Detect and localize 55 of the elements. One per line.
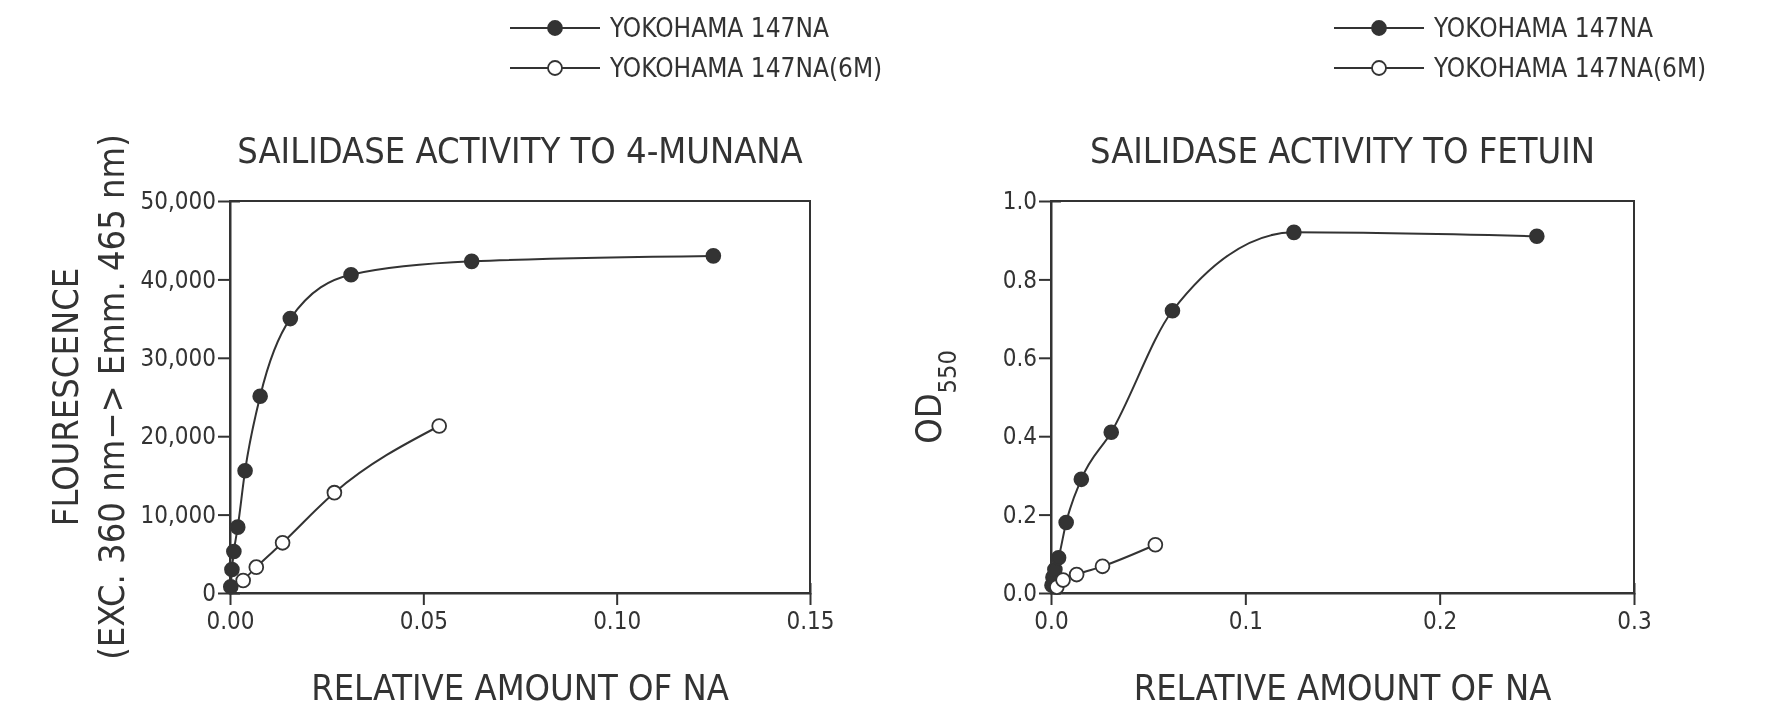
point bbox=[1164, 302, 1181, 319]
point bbox=[229, 519, 246, 535]
x-tick-label: 0.15 bbox=[786, 606, 835, 635]
point bbox=[252, 388, 268, 405]
chart-title: SAILIDASE ACTIVITY TO 4-MUNANA bbox=[237, 130, 803, 171]
legend-label: YOKOHAMA 147NA(6M) bbox=[1433, 53, 1707, 83]
point bbox=[1068, 566, 1085, 583]
point bbox=[705, 248, 722, 264]
point bbox=[1055, 572, 1071, 588]
point bbox=[463, 253, 480, 270]
point bbox=[1058, 514, 1074, 531]
x-tick-label: 0.2 bbox=[1423, 606, 1458, 635]
y-tick-label: 0.8 bbox=[1002, 265, 1037, 294]
point bbox=[1103, 424, 1120, 441]
y-tick-label: 1.0 bbox=[1002, 187, 1037, 216]
point bbox=[343, 266, 359, 283]
x-tick-label: 0.0 bbox=[1034, 606, 1069, 635]
point bbox=[1073, 471, 1090, 488]
x-axis-title: RELATIVE AMOUNT OF NA bbox=[1133, 667, 1552, 708]
point bbox=[1147, 536, 1164, 553]
y-tick-label: 0.0 bbox=[1002, 579, 1037, 608]
point bbox=[224, 561, 240, 578]
y-tick-label: 40,000 bbox=[140, 265, 216, 294]
y-tick-label: 0.6 bbox=[1002, 343, 1037, 372]
point bbox=[1050, 549, 1067, 566]
point bbox=[248, 559, 265, 575]
y-tick-label: 0.2 bbox=[1002, 500, 1037, 529]
y-tick-label: 10,000 bbox=[140, 500, 216, 529]
point bbox=[326, 484, 343, 501]
point bbox=[237, 462, 253, 479]
y-tick-label: 30,000 bbox=[140, 343, 216, 372]
y-tick-label: 0.4 bbox=[1002, 422, 1037, 451]
x-tick-label: 0.10 bbox=[593, 606, 642, 635]
point bbox=[226, 543, 242, 560]
y-axis-title: FLOURESCENCE (EXC. 360 nm−> Emm. 465 nm) bbox=[45, 134, 132, 660]
y-tick-label: 20,000 bbox=[140, 422, 216, 451]
point bbox=[1286, 224, 1302, 241]
x-tick-label: 0.00 bbox=[206, 606, 255, 635]
x-axis-title: RELATIVE AMOUNT OF NA bbox=[311, 667, 729, 708]
point bbox=[1094, 558, 1111, 575]
y-tick-label: 0 bbox=[202, 579, 216, 608]
x-tick-label: 0.1 bbox=[1228, 606, 1263, 635]
point bbox=[222, 578, 239, 595]
point bbox=[235, 572, 251, 589]
legend-label: YOKOHAMA 147NA bbox=[609, 13, 829, 43]
point bbox=[274, 535, 291, 551]
legend-label: YOKOHAMA 147NA bbox=[1433, 13, 1653, 43]
x-tick-label: 0.05 bbox=[399, 606, 448, 635]
point bbox=[1529, 228, 1545, 245]
y-tick-label: 50,000 bbox=[140, 187, 216, 216]
point bbox=[431, 418, 447, 434]
legend-label: YOKOHAMA 147NA(6M) bbox=[609, 53, 883, 83]
point bbox=[282, 310, 299, 327]
chart-title: SAILIDASE ACTIVITY TO FETUIN bbox=[1089, 130, 1596, 171]
x-tick-label: 0.3 bbox=[1617, 606, 1652, 635]
